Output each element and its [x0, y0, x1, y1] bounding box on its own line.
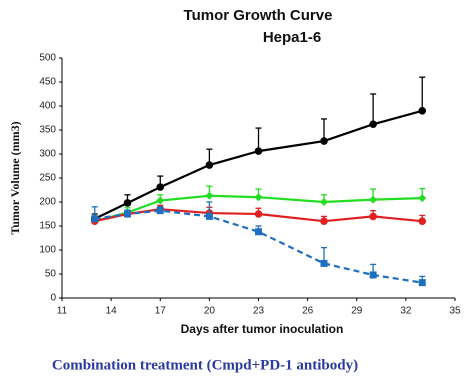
- x-tick-label: 20: [204, 306, 216, 317]
- y-tick-label: 250: [39, 173, 56, 184]
- y-tick-label: 450: [39, 77, 56, 88]
- series-line: [94, 194, 423, 223]
- marker: [156, 196, 165, 205]
- y-tick-label: 0: [50, 293, 56, 304]
- y-tick-label: 200: [39, 197, 56, 208]
- y-tick-label: 100: [39, 245, 56, 256]
- marker: [205, 212, 213, 220]
- marker: [124, 210, 131, 218]
- x-tick-label: 23: [253, 306, 265, 317]
- x-tick-label: 17: [155, 306, 167, 317]
- marker: [123, 199, 132, 207]
- marker: [255, 228, 262, 236]
- x-tick-label: 29: [351, 306, 363, 317]
- marker: [254, 147, 263, 155]
- series-line: [94, 209, 423, 284]
- marker: [369, 195, 378, 204]
- x-tick-label: 35: [449, 306, 461, 317]
- marker: [254, 193, 263, 202]
- y-tick-label: 300: [39, 149, 56, 160]
- series-line: [94, 109, 423, 220]
- x-tick-label: 26: [302, 306, 314, 317]
- marker: [418, 279, 426, 287]
- x-axis-label: Days after tumor inoculation: [181, 322, 344, 336]
- chart-subtitle: Hepa1-6: [263, 29, 321, 46]
- x-tick-label: 32: [400, 306, 412, 317]
- marker: [205, 161, 214, 169]
- y-tick-label: 400: [39, 101, 56, 112]
- x-tick-label: 14: [106, 306, 118, 317]
- marker: [369, 120, 377, 129]
- y-tick-label: 350: [39, 125, 56, 136]
- marker: [418, 217, 427, 225]
- marker: [156, 207, 164, 215]
- marker: [254, 210, 263, 218]
- marker: [320, 137, 328, 145]
- y-axis-label: Tumor Volume (mm3): [8, 121, 22, 234]
- marker: [418, 194, 427, 203]
- marker: [320, 259, 328, 267]
- chart-title: Tumor Growth Curve: [184, 7, 333, 24]
- marker: [156, 183, 165, 191]
- marker: [369, 212, 377, 221]
- caption: Combination treatment (Cmpd+PD-1 antibod…: [52, 357, 358, 373]
- marker: [205, 191, 214, 200]
- y-tick-label: 500: [39, 53, 56, 64]
- x-tick-label: 11: [57, 306, 68, 317]
- marker: [320, 217, 328, 225]
- marker: [320, 198, 328, 206]
- y-tick-label: 150: [39, 221, 56, 232]
- marker: [91, 215, 99, 223]
- marker: [418, 107, 427, 115]
- series-line: [94, 208, 423, 223]
- marker: [369, 271, 377, 279]
- y-tick-label: 50: [45, 269, 57, 280]
